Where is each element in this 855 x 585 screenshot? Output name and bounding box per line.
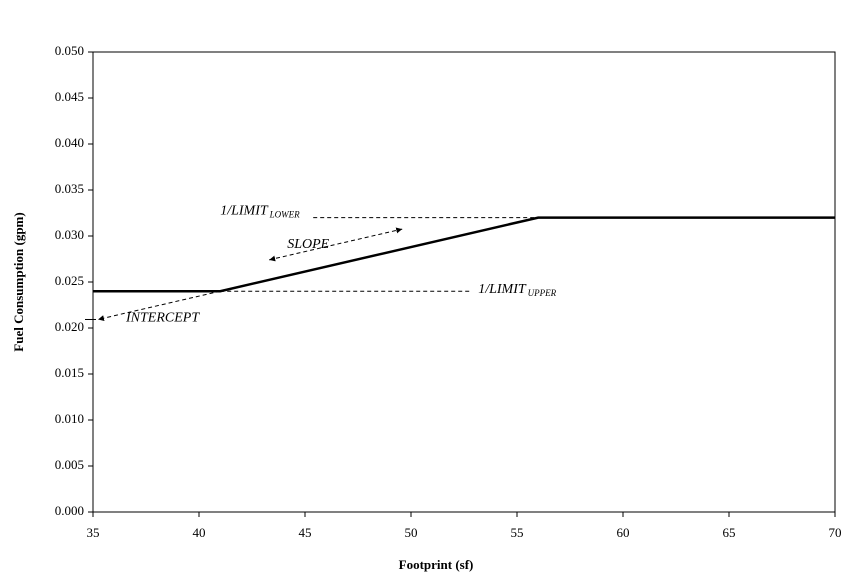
x-tick-label: 40 [193,525,206,540]
annotation-text: 1/LIMIT [478,282,527,297]
x-tick-label: 35 [87,525,100,540]
annotation: SLOPE [287,237,329,252]
x-tick-label: 60 [617,525,630,540]
y-tick-label: 0.040 [55,135,84,150]
annotation-text: INTERCEPT [125,311,200,326]
x-tick-label: 50 [405,525,418,540]
slope-arrow [269,227,403,262]
x-axis-title: Footprint (sf) [399,557,474,572]
x-tick-label: 70 [829,525,842,540]
y-tick-label: 0.005 [55,457,84,472]
y-tick-label: 0.025 [55,273,84,288]
annotation: 1/LIMIT UPPER [478,282,556,298]
y-tick-label: 0.045 [55,89,84,104]
y-tick-label: 0.020 [55,319,84,334]
y-tick-label: 0.035 [55,181,84,196]
y-tick-label: 0.010 [55,411,84,426]
line [93,216,835,293]
annotation-text: SLOPE [287,237,329,252]
annotation-text: 1/LIMIT [220,204,269,219]
y-tick-label: 0.015 [55,365,84,380]
x-tick-label: 65 [723,525,736,540]
x-tick-label: 45 [299,525,312,540]
annotation-subscript: LOWER [269,210,300,220]
y-tick-label: 0.030 [55,227,84,242]
x-tick-label: 55 [511,525,524,540]
annotation: INTERCEPT [125,311,200,326]
plot-frame [92,51,836,513]
y-tick-label: 0.050 [55,43,84,58]
y-tick-label: 0.000 [55,503,84,518]
y-axis-title: Fuel Consumption (gpm) [11,212,26,351]
annotation: 1/LIMIT LOWER [220,204,300,220]
annotation-subscript: UPPER [528,288,557,298]
